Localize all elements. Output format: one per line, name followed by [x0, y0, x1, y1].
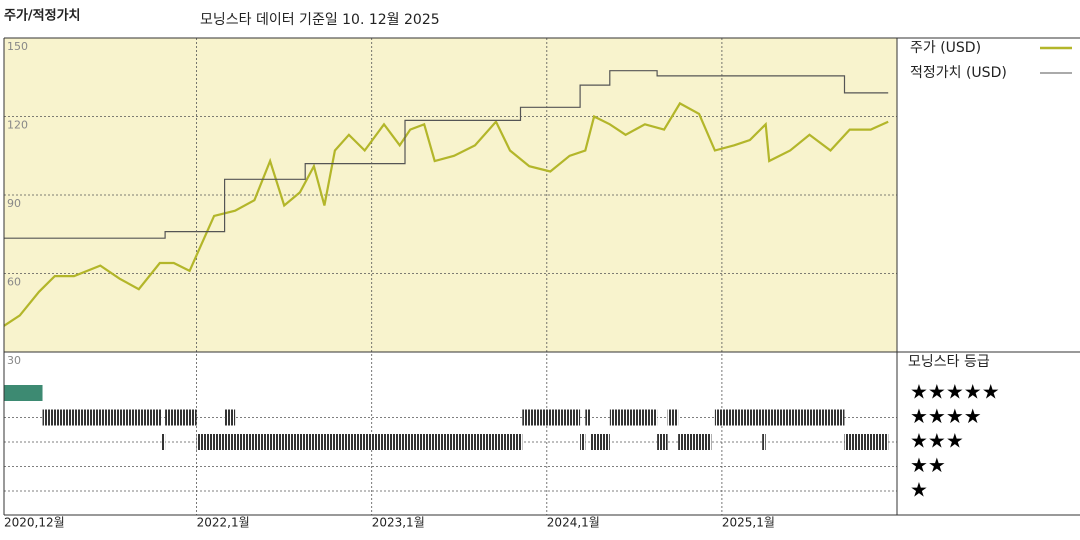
rating-bar	[585, 409, 591, 426]
rating-bar	[714, 409, 845, 426]
rating-bar	[580, 434, 586, 450]
rating-bar	[762, 434, 766, 450]
rating-bar	[161, 434, 166, 450]
rating-bar	[609, 409, 658, 426]
x-tick-label: 2022,1월	[197, 516, 250, 530]
rating-bar	[224, 409, 236, 426]
x-tick-label: 2023,1월	[372, 516, 425, 530]
chart-subtitle: 모닝스타 데이터 기준일 10. 12월 2025	[200, 12, 440, 28]
y-tick-label: 150	[7, 40, 28, 53]
rating-bar	[4, 385, 43, 401]
x-tick-label: 2025,1월	[722, 516, 775, 530]
series-line	[3, 101, 889, 327]
legend-label: 주가 (USD)	[910, 40, 981, 56]
series-line	[4, 70, 889, 239]
rating-label: ★★★	[910, 429, 964, 453]
rating-label: ★★★★★	[910, 380, 1000, 404]
rating-label: ★★	[910, 453, 946, 477]
rating-title: 모닝스타 등급	[908, 354, 990, 370]
legend-label: 적정가치 (USD)	[910, 65, 1007, 81]
rating-bar	[678, 434, 712, 450]
chart-title: 주가/적정가치	[4, 8, 81, 24]
rating-bar	[165, 409, 197, 426]
rating-bar	[844, 434, 889, 450]
rating-bar	[657, 434, 668, 450]
rating-bar	[667, 409, 679, 426]
rating-label: ★★★★	[910, 404, 982, 428]
y-tick-label: 60	[7, 276, 21, 289]
rating-bar	[42, 409, 162, 426]
rating-label: ★	[910, 478, 928, 502]
y-tick-label: 120	[7, 119, 28, 132]
x-tick-label: 2020,12월	[4, 516, 65, 530]
x-tick-label: 2024,1월	[547, 516, 600, 530]
rating-bar	[196, 434, 523, 450]
y-tick-label: 30	[7, 354, 21, 367]
rating-bar	[590, 434, 610, 450]
y-tick-label: 90	[7, 197, 21, 210]
rating-bar	[522, 409, 581, 426]
